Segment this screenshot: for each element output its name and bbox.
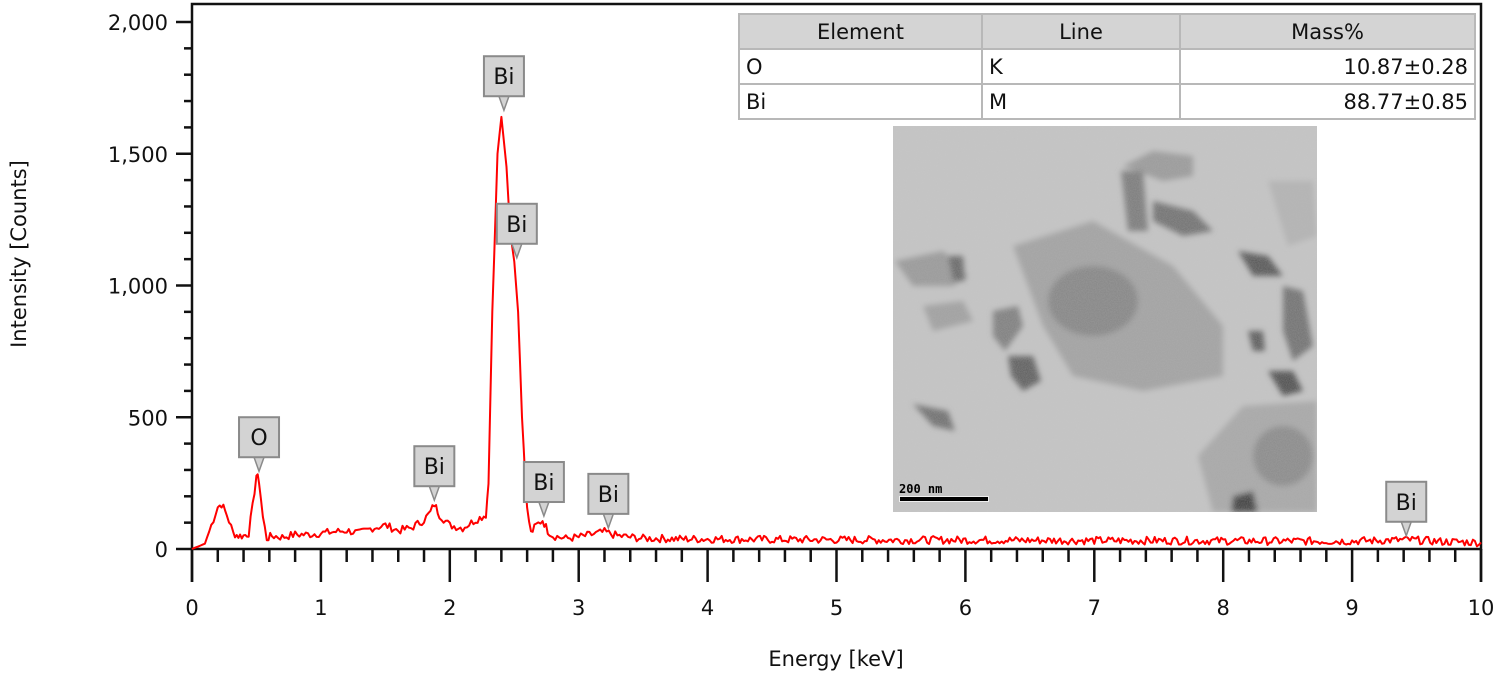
x-axis-title: Energy [keV] <box>768 647 903 671</box>
y-tick-label: 1,500 <box>108 143 168 167</box>
svg-text:Bi: Bi <box>506 213 527 238</box>
peak-label-bi: Bi <box>522 461 565 519</box>
x-tick-label: 10 <box>1468 596 1495 620</box>
x-tick-label: 5 <box>830 596 843 620</box>
x-axis-tick-labels: 0 1 2 3 4 5 6 7 8 9 10 <box>185 596 1494 620</box>
peak-label-o: O <box>238 416 281 474</box>
peak-label-bi: Bi <box>495 202 538 261</box>
plot-frame <box>190 2 1483 551</box>
header-mass: Mass% <box>1179 13 1476 50</box>
peak-label-bi: Bi <box>482 55 525 113</box>
header-line: Line <box>981 13 1181 50</box>
y-axis-tick-labels: 0 500 1,000 1,500 2,000 <box>108 11 168 562</box>
y-axis-title: Intensity [Counts] <box>7 160 31 348</box>
cell-element: Bi <box>738 83 983 120</box>
peak-label-bi: Bi <box>413 445 456 503</box>
x-tick-label: 8 <box>1217 596 1230 620</box>
svg-text:Bi: Bi <box>598 483 619 508</box>
x-axis-ticks <box>190 549 1483 582</box>
table-row: O K 10.87±0.28 <box>738 48 1476 85</box>
x-tick-label: 1 <box>314 596 327 620</box>
y-tick-label: 0 <box>155 538 168 562</box>
x-tick-label: 6 <box>959 596 972 620</box>
quantification-table: Element Line Mass% O K 10.87±0.28 Bi M 8… <box>738 13 1476 120</box>
x-tick-label: 3 <box>572 596 585 620</box>
cell-element: O <box>738 48 983 85</box>
peak-label-bi: Bi <box>1385 480 1428 539</box>
peak-labels: O Bi Bi Bi Bi Bi Bi <box>238 55 1428 539</box>
svg-text:Bi: Bi <box>533 471 554 496</box>
table-header-row: Element Line Mass% <box>738 13 1476 50</box>
cell-line: K <box>981 48 1181 85</box>
tem-image <box>893 126 1317 512</box>
y-tick-label: 500 <box>128 406 168 430</box>
y-tick-label: 2,000 <box>108 11 168 35</box>
svg-text:Bi: Bi <box>1396 491 1417 516</box>
x-tick-label: 4 <box>701 596 714 620</box>
scale-bar <box>899 496 989 502</box>
x-tick-label: 9 <box>1345 596 1358 620</box>
peak-label-bi: Bi <box>587 472 630 531</box>
cell-mass: 10.87±0.28 <box>1179 48 1476 85</box>
x-tick-label: 0 <box>185 596 198 620</box>
header-element: Element <box>738 13 983 50</box>
svg-text:Bi: Bi <box>493 65 514 90</box>
svg-text:Bi: Bi <box>424 455 445 480</box>
svg-text:O: O <box>250 426 267 451</box>
y-axis-ticks <box>176 20 192 551</box>
x-tick-label: 2 <box>443 596 456 620</box>
y-tick-label: 1,000 <box>108 275 168 299</box>
cell-line: M <box>981 83 1181 120</box>
scale-bar-label: 200 nm <box>899 482 943 496</box>
x-tick-label: 7 <box>1088 596 1101 620</box>
spectrum-line <box>191 115 1482 550</box>
tem-micrograph-inset: 200 nm <box>893 126 1317 512</box>
cell-mass: 88.77±0.85 <box>1179 83 1476 120</box>
table-row: Bi M 88.77±0.85 <box>738 83 1476 120</box>
